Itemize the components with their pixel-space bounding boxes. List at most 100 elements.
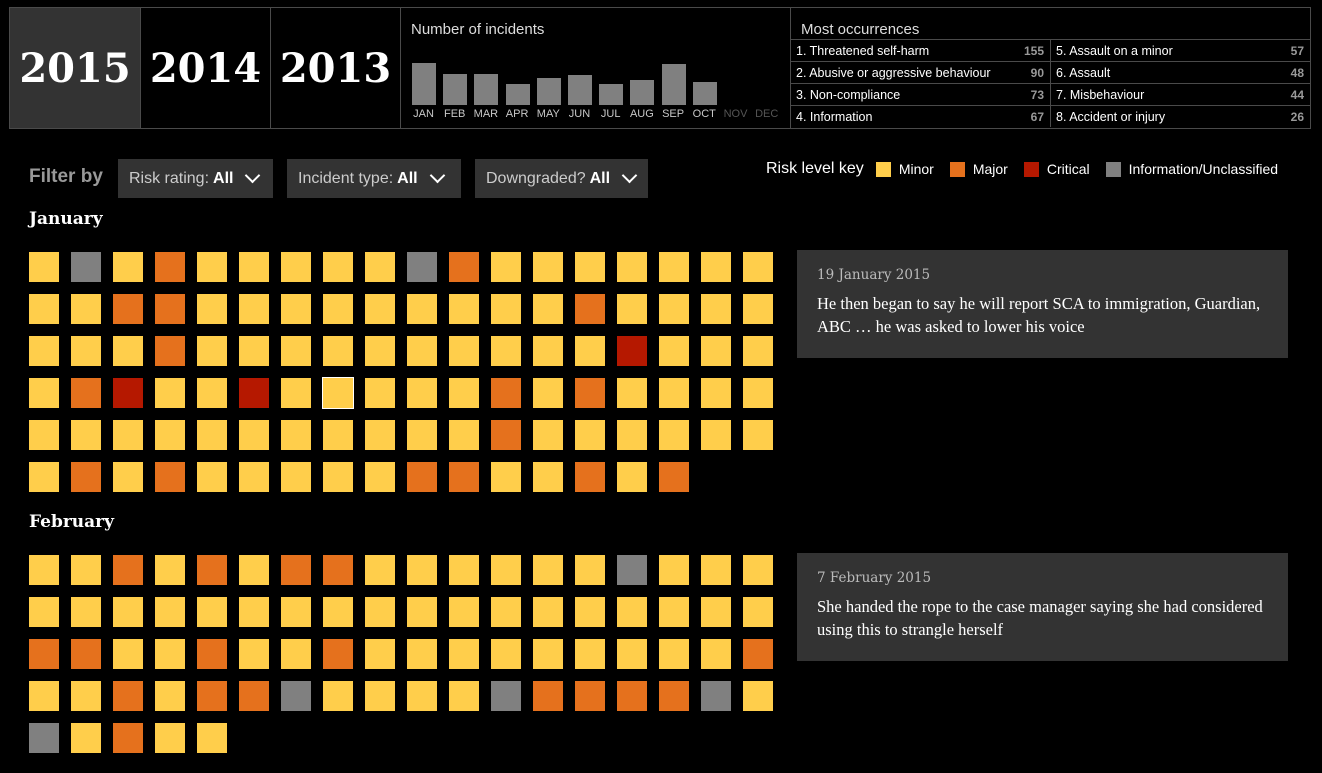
incident-square-minor[interactable] — [323, 294, 353, 324]
incident-square-minor[interactable] — [281, 597, 311, 627]
incident-square-minor[interactable] — [533, 294, 563, 324]
incident-square-minor[interactable] — [323, 336, 353, 366]
incident-square-major[interactable] — [407, 462, 437, 492]
incident-square-major[interactable] — [449, 252, 479, 282]
incident-square-minor[interactable] — [71, 336, 101, 366]
incident-square-info[interactable] — [29, 723, 59, 753]
incident-square-minor[interactable] — [449, 420, 479, 450]
incident-square-minor[interactable] — [197, 252, 227, 282]
incident-square-minor[interactable] — [29, 555, 59, 585]
incident-square-minor[interactable] — [71, 597, 101, 627]
incident-square-minor[interactable] — [533, 252, 563, 282]
incident-square-minor[interactable] — [533, 639, 563, 669]
incident-square-minor[interactable] — [197, 294, 227, 324]
incident-square-minor[interactable] — [407, 378, 437, 408]
incident-square-minor[interactable] — [575, 639, 605, 669]
incident-square-minor[interactable] — [323, 681, 353, 711]
incident-square-minor[interactable] — [617, 462, 647, 492]
incident-square-minor[interactable] — [155, 723, 185, 753]
incident-square-minor[interactable] — [659, 420, 689, 450]
incident-square-minor[interactable] — [407, 639, 437, 669]
incident-square-minor[interactable] — [365, 252, 395, 282]
incident-square-major[interactable] — [239, 681, 269, 711]
incident-square-minor[interactable] — [407, 681, 437, 711]
incident-square-minor[interactable] — [239, 597, 269, 627]
incident-square-minor[interactable] — [449, 681, 479, 711]
incident-square-major[interactable] — [71, 378, 101, 408]
incident-type-dropdown[interactable]: Incident type: All — [287, 159, 461, 198]
incident-square-major[interactable] — [533, 681, 563, 711]
incident-square-major[interactable] — [575, 378, 605, 408]
incident-square-minor[interactable] — [533, 597, 563, 627]
incident-square-minor[interactable] — [575, 555, 605, 585]
incident-square-minor[interactable] — [743, 336, 773, 366]
incident-square-info[interactable] — [281, 681, 311, 711]
incident-square-minor[interactable] — [197, 462, 227, 492]
incident-square-critical[interactable] — [617, 336, 647, 366]
incident-bar-aug[interactable] — [630, 80, 655, 105]
incident-square-minor[interactable] — [239, 462, 269, 492]
incident-square-major[interactable] — [617, 681, 647, 711]
incident-square-minor[interactable] — [533, 462, 563, 492]
incident-square-major[interactable] — [197, 639, 227, 669]
incident-square-minor[interactable] — [701, 252, 731, 282]
incident-square-minor[interactable] — [239, 294, 269, 324]
incident-square-info[interactable] — [491, 681, 521, 711]
incident-square-minor[interactable] — [575, 420, 605, 450]
incident-square-major[interactable] — [155, 462, 185, 492]
incident-square-minor[interactable] — [743, 420, 773, 450]
incident-square-minor[interactable] — [659, 597, 689, 627]
downgraded-dropdown[interactable]: Downgraded? All — [475, 159, 648, 198]
incident-square-info[interactable] — [71, 252, 101, 282]
incident-square-minor[interactable] — [365, 378, 395, 408]
incident-square-minor[interactable] — [659, 378, 689, 408]
incident-square-minor[interactable] — [701, 420, 731, 450]
incident-square-major[interactable] — [323, 555, 353, 585]
incident-square-minor[interactable] — [155, 420, 185, 450]
incident-square-minor[interactable] — [113, 336, 143, 366]
incident-square-minor[interactable] — [365, 639, 395, 669]
incident-square-minor[interactable] — [281, 252, 311, 282]
incident-square-minor[interactable] — [29, 294, 59, 324]
incident-square-minor[interactable] — [365, 294, 395, 324]
incident-square-minor[interactable] — [71, 555, 101, 585]
incident-square-minor[interactable] — [239, 555, 269, 585]
incident-square-minor[interactable] — [113, 420, 143, 450]
incident-square-minor[interactable] — [197, 420, 227, 450]
incident-square-minor[interactable] — [113, 462, 143, 492]
incident-square-major[interactable] — [491, 420, 521, 450]
incident-bar-jan[interactable] — [412, 63, 436, 105]
incident-square-minor[interactable] — [197, 597, 227, 627]
incident-square-minor[interactable] — [743, 681, 773, 711]
incident-square-minor[interactable] — [743, 378, 773, 408]
incident-square-major[interactable] — [113, 555, 143, 585]
incident-square-minor[interactable] — [701, 294, 731, 324]
incident-square-minor[interactable] — [659, 336, 689, 366]
incident-square-minor[interactable] — [407, 555, 437, 585]
incident-square-minor[interactable] — [71, 294, 101, 324]
incident-square-major[interactable] — [491, 378, 521, 408]
incident-square-minor[interactable] — [617, 420, 647, 450]
incident-square-minor[interactable] — [197, 723, 227, 753]
incident-square-minor[interactable] — [617, 597, 647, 627]
incident-square-major[interactable] — [323, 639, 353, 669]
incident-square-minor[interactable] — [743, 294, 773, 324]
incident-square-minor[interactable] — [29, 420, 59, 450]
incident-square-minor[interactable] — [491, 294, 521, 324]
incident-square-minor[interactable] — [29, 681, 59, 711]
incident-square-minor[interactable] — [365, 681, 395, 711]
incident-square-minor[interactable] — [323, 462, 353, 492]
incident-bar-may[interactable] — [536, 78, 561, 105]
incident-square-minor[interactable] — [659, 252, 689, 282]
incident-square-minor[interactable] — [29, 336, 59, 366]
incident-bar-jul[interactable] — [599, 84, 624, 105]
incident-square-minor[interactable] — [701, 597, 731, 627]
incident-square-minor[interactable] — [281, 294, 311, 324]
incident-square-minor[interactable] — [701, 555, 731, 585]
year-tab-2014[interactable]: 2014 — [141, 8, 271, 128]
incident-square-major[interactable] — [113, 294, 143, 324]
incident-square-minor[interactable] — [281, 336, 311, 366]
incident-square-minor[interactable] — [617, 252, 647, 282]
incident-square-minor[interactable] — [491, 252, 521, 282]
incident-square-major[interactable] — [113, 723, 143, 753]
